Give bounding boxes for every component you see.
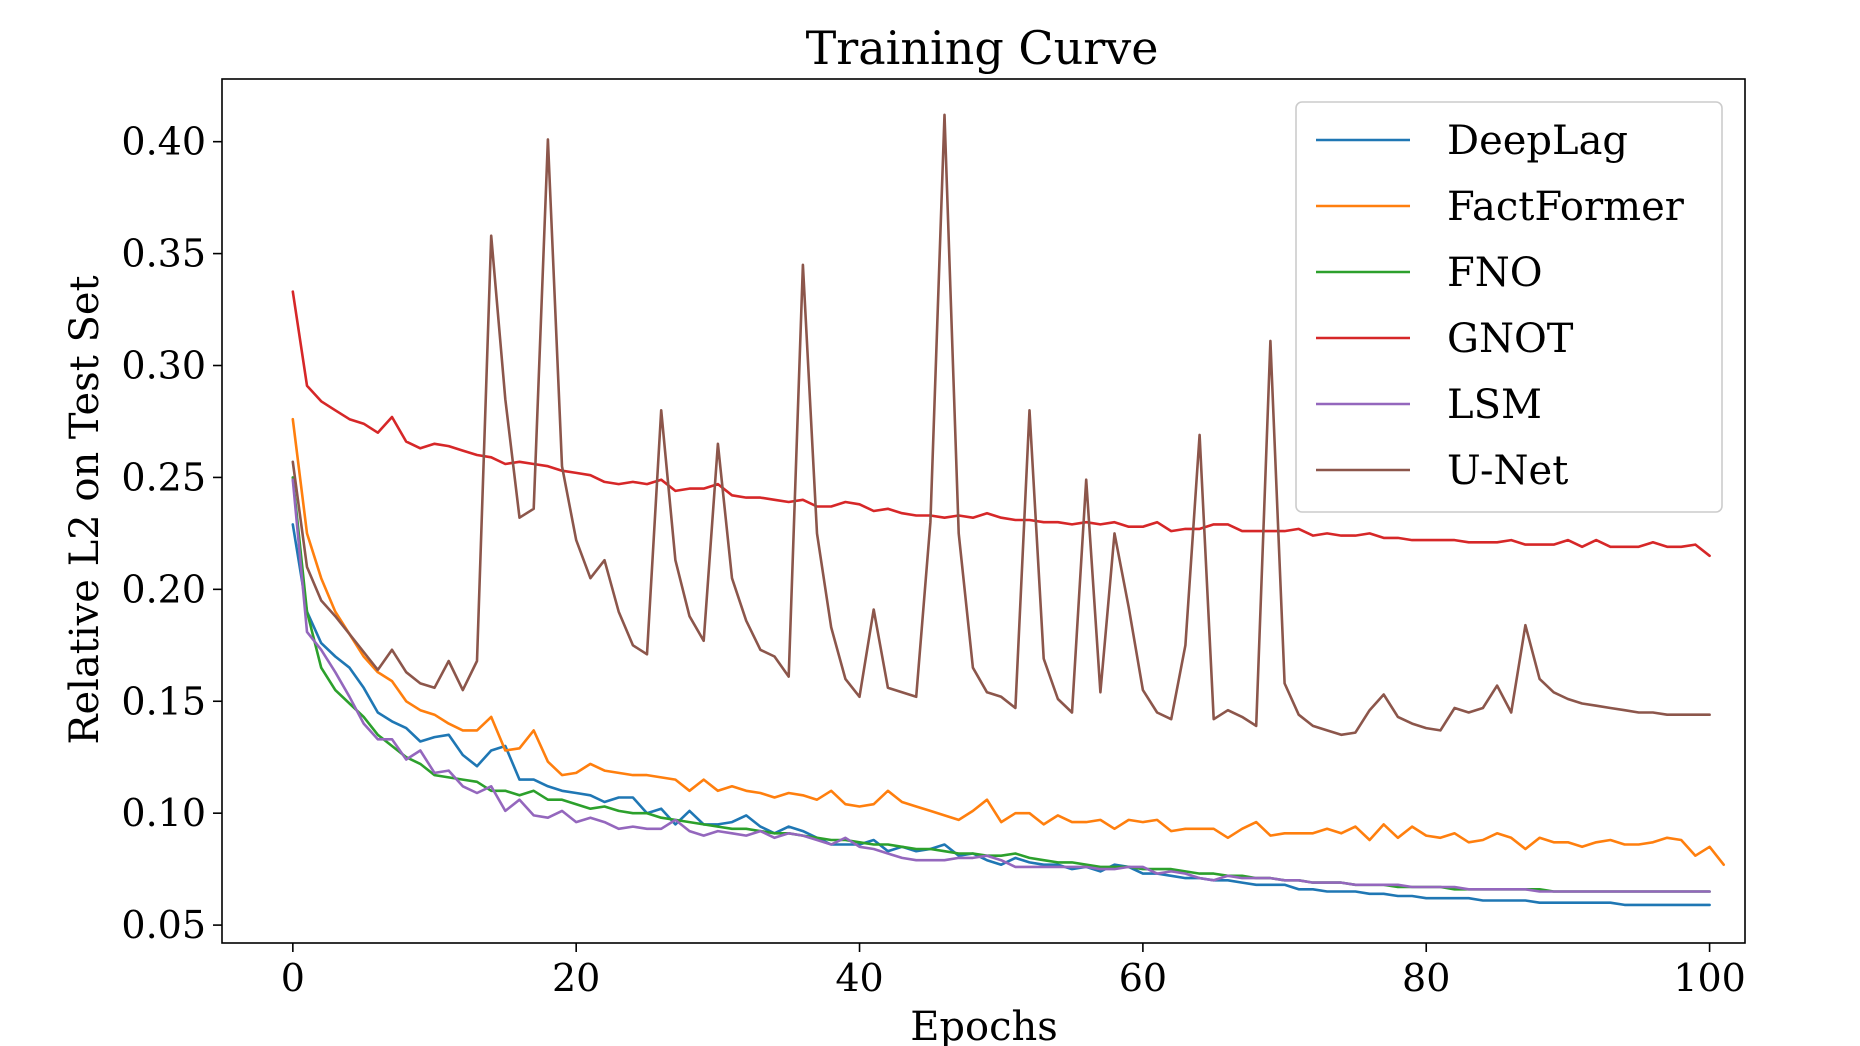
series-line-deeplag: [291, 523, 1711, 907]
x-tick-label: 100: [1673, 956, 1746, 1000]
x-tick-label: 40: [835, 956, 883, 1000]
y-tick-label: 0.10: [121, 791, 206, 835]
series-line-factformer: [291, 417, 1725, 867]
legend-label-deeplag: DeepLag: [1447, 118, 1628, 164]
series-line-u-net: [291, 113, 1711, 737]
y-tick-label: 0.15: [121, 679, 206, 723]
x-axis-label: Epochs: [910, 1004, 1058, 1046]
series-line-lsm: [291, 478, 1711, 893]
x-tick-label: 0: [281, 956, 305, 1000]
y-tick-label: 0.20: [121, 567, 206, 611]
y-tick-label: 0.25: [121, 455, 206, 499]
legend-label-u-net: U-Net: [1447, 448, 1568, 494]
legend: DeepLag FactFormer FNO GNOT LSM U-Net: [1295, 101, 1723, 513]
axes-layer: 0 20 40 60 80 100 0.05 0.10 0.15 0.20 0.25 0.30 0.35…: [121, 120, 1745, 1000]
y-tick-label: 0.40: [121, 120, 206, 164]
legend-label-factformer: FactFormer: [1447, 184, 1685, 230]
legend-label-gnot: GNOT: [1447, 316, 1574, 362]
x-tick-label: 20: [552, 956, 600, 1000]
legend-box: [1295, 101, 1723, 513]
x-tick-label: 80: [1402, 956, 1450, 1000]
legend-label-lsm: LSM: [1447, 382, 1542, 428]
x-tick-label: 60: [1119, 956, 1167, 1000]
legend-label-fno: FNO: [1447, 250, 1543, 296]
plot-frame: [221, 78, 1746, 944]
series-line-gnot: [291, 290, 1711, 558]
chart-title: Training Curve: [806, 21, 1159, 75]
y-tick-label: 0.35: [121, 232, 206, 276]
y-tick-label: 0.05: [121, 903, 206, 947]
y-axis-label: Relative L2 on Test Set: [62, 275, 108, 744]
y-tick-label: 0.30: [121, 344, 206, 388]
series-layer: [291, 113, 1725, 907]
